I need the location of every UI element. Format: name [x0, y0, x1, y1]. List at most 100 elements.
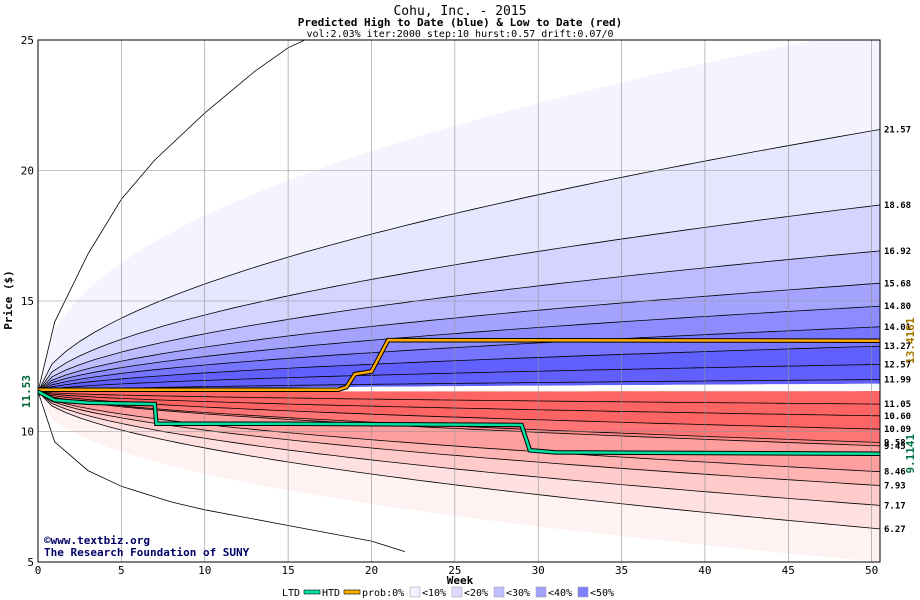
- upper-boundary-line-7: [38, 364, 880, 392]
- upper-boundary-line-6: [38, 345, 880, 392]
- x-tick-label: 30: [532, 564, 545, 577]
- upper-band-label: 14.01: [884, 323, 911, 333]
- upper-band-4: [38, 283, 880, 392]
- plot-border: [37, 39, 881, 563]
- upper-band-5: [38, 306, 880, 392]
- legend-swatch-6: [535, 586, 547, 598]
- legend-swatch-htd: [343, 589, 361, 595]
- upper-boundary-line-0: [38, 129, 880, 392]
- lower-boundary-line-0: [38, 391, 880, 405]
- chart-subtitle: Predicted High to Date (blue) & Low to D…: [298, 16, 623, 29]
- lower-band-9: [38, 391, 880, 562]
- legend-swatch-4: [451, 586, 463, 598]
- lower-boundary-line-6: [38, 391, 880, 486]
- lower-boundary-line-8: [38, 391, 880, 530]
- upper-band-label: 16.92: [884, 247, 911, 257]
- legend-label-htd: HTD: [322, 588, 340, 599]
- upper-band-9: [38, 379, 880, 392]
- upper-band-3: [38, 250, 880, 392]
- upper-band-6: [38, 326, 880, 392]
- x-axis-label: Week: [447, 574, 474, 587]
- start-price-label: 11.53: [20, 375, 33, 408]
- upper-band-label: 12.57: [884, 360, 911, 370]
- lower-boundary-line-4: [38, 391, 880, 447]
- y-tick-label: 20: [21, 165, 34, 178]
- upper-band-1: [38, 129, 880, 392]
- upper-boundary-line-4: [38, 305, 880, 392]
- x-tick-label: 20: [365, 564, 378, 577]
- lower-band-label: 11.05: [884, 400, 911, 410]
- upper-band-label: 21.57: [884, 126, 911, 136]
- chart-title: Cohu, Inc. - 2015: [393, 4, 526, 19]
- lower-band-0: [38, 391, 880, 405]
- lower-band-6: [38, 391, 880, 486]
- outer-low-line: [38, 391, 405, 552]
- lower-boundary-line-2: [38, 391, 880, 430]
- x-tick-label: 50: [865, 564, 878, 577]
- x-tick-label: 5: [118, 564, 125, 577]
- y-tick-label: 25: [21, 34, 34, 47]
- lower-boundary-line-1: [38, 391, 880, 417]
- lower-band-label: 6.27: [884, 525, 906, 535]
- watermark-line2: The Research Foundation of SUNY: [44, 546, 250, 559]
- series-line-ltd: [38, 390, 880, 455]
- ltd-end-label: 9.1141: [904, 433, 917, 473]
- lower-band-label: 7.17: [884, 501, 906, 511]
- upper-band-8: [38, 364, 880, 392]
- upper-band-0: [38, 40, 880, 392]
- lower-band-7: [38, 391, 880, 506]
- upper-band-label: 18.68: [884, 201, 911, 211]
- lower-band-8: [38, 391, 880, 529]
- y-tick-label: 5: [27, 556, 34, 569]
- lower-band-label: 10.60: [884, 412, 911, 422]
- legend-label-prob: prob:0%: [362, 588, 404, 599]
- x-tick-label: 35: [615, 564, 628, 577]
- legend-label-ltd: LTD: [282, 588, 300, 599]
- lower-band-label: 7.93: [884, 482, 906, 492]
- lower-band-2: [38, 391, 880, 430]
- series-line-htd: [38, 338, 880, 391]
- lower-band-4: [38, 391, 880, 446]
- upper-band-2: [38, 205, 880, 392]
- upper-band-label: 11.99: [884, 376, 911, 386]
- upper-band-label: 13.27: [884, 342, 911, 352]
- lower-band-label: 9.45: [884, 442, 906, 452]
- y-axis-label: Price ($): [2, 270, 15, 330]
- x-tick-label: 15: [281, 564, 294, 577]
- lower-band-3: [38, 391, 880, 443]
- legend-label-7: <50%: [590, 588, 614, 599]
- legend-label-5: <30%: [506, 588, 530, 599]
- legend-swatch-5: [493, 586, 505, 598]
- lower-band-label: 8.46: [884, 468, 906, 478]
- lower-band-label: 10.09: [884, 425, 911, 435]
- legend-label-4: <20%: [464, 588, 488, 599]
- legend-swatch-3: [409, 586, 421, 598]
- upper-boundary-line-8: [38, 379, 880, 392]
- legend-label-3: <10%: [422, 588, 446, 599]
- lower-band-label: 9.58: [884, 438, 906, 448]
- x-tick-label: 45: [782, 564, 795, 577]
- htd-end-label: 13.4181: [904, 317, 917, 364]
- x-tick-label: 25: [448, 564, 461, 577]
- y-tick-label: 15: [21, 295, 34, 308]
- outer-high-line: [38, 40, 305, 392]
- upper-boundary-line-5: [38, 326, 880, 392]
- y-tick-label: 10: [21, 426, 34, 439]
- legend-swatch-ltd: [303, 589, 321, 595]
- upper-boundary-line-1: [38, 204, 880, 392]
- upper-band-label: 14.80: [884, 302, 911, 312]
- legend-swatch-7: [577, 586, 589, 598]
- lower-boundary-line-7: [38, 391, 880, 506]
- watermark-line1: ©www.textbiz.org: [44, 534, 150, 547]
- upper-band-7: [38, 346, 880, 392]
- legend-label-6: <40%: [548, 588, 572, 599]
- x-tick-label: 0: [35, 564, 42, 577]
- upper-boundary-line-2: [38, 250, 880, 392]
- x-tick-label: 10: [198, 564, 211, 577]
- upper-boundary-line-3: [38, 282, 880, 392]
- x-tick-label: 40: [698, 564, 711, 577]
- upper-band-label: 15.68: [884, 279, 911, 289]
- chart-params: vol:2.03% iter:2000 step:10 hurst:0.57 d…: [306, 29, 613, 40]
